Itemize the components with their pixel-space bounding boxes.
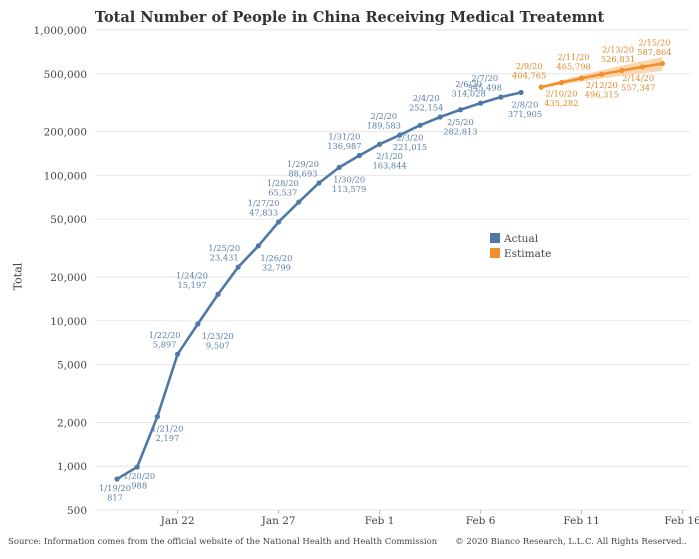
data-point-estimate [619, 67, 625, 74]
y-tick-label: 5,000 [57, 360, 87, 372]
data-label-actual: 1/23/20 9,507 [202, 331, 234, 351]
data-point-actual [397, 132, 403, 138]
data-point-actual [296, 199, 302, 205]
data-point-estimate [639, 64, 645, 70]
data-point-actual [518, 89, 524, 96]
data-point-actual [276, 219, 282, 225]
data-point-actual [175, 351, 181, 357]
data-label-actual: 1/28/20 65,537 [267, 178, 299, 198]
y-tick-label: 200,000 [44, 127, 87, 139]
data-label-actual: 1/27/20 47,833 [248, 198, 280, 218]
data-point-actual [457, 107, 463, 113]
y-tick-label: 20,000 [50, 272, 87, 284]
footer-copyright: © 2020 Bianco Research, L.L.C. All Right… [455, 537, 687, 547]
data-label-actual: 2/8/20 371,905 [508, 99, 542, 119]
data-point-estimate [558, 79, 565, 86]
data-point-actual [437, 114, 443, 120]
chart-title: Total Number of People in China Receivin… [94, 9, 605, 26]
x-tick-label: Feb 16 [664, 515, 699, 527]
data-point-actual [417, 122, 423, 128]
legend-swatch-estimate [490, 248, 500, 258]
data-point-actual [154, 413, 160, 420]
data-label-actual: 2/2/20 189,583 [367, 111, 401, 131]
data-point-actual [377, 141, 383, 147]
legend-label-estimate: Estimate [504, 248, 552, 260]
data-label-estimate: 2/9/20 404,765 [512, 61, 546, 81]
data-point-actual [336, 164, 342, 170]
data-label-actual: 1/31/20 136,987 [327, 132, 361, 152]
data-point-actual [478, 100, 484, 106]
data-label-estimate: 2/12/20 496,315 [585, 80, 619, 100]
data-label-actual: 1/19/20 817 [99, 483, 131, 503]
data-point-actual [255, 243, 261, 249]
data-label-actual: 1/20/20 988 [123, 471, 155, 491]
y-tick-label: 100,000 [44, 170, 87, 182]
y-tick-label: 500 [67, 505, 87, 517]
data-label-actual: 1/26/20 32,799 [260, 253, 292, 273]
data-label-estimate: 2/14/20 557,347 [621, 73, 655, 93]
data-label-actual: 1/24/20 15,197 [176, 270, 208, 290]
data-label-actual: 2/7/20 345,498 [468, 73, 502, 93]
data-point-estimate [599, 71, 605, 77]
data-point-actual [316, 180, 322, 186]
y-tick-label: 500,000 [44, 69, 87, 81]
x-tick-label: Feb 6 [466, 515, 496, 527]
data-label-estimate: 2/15/20 587,864 [637, 38, 671, 58]
data-label-actual: 2/3/20 221,015 [393, 132, 427, 152]
data-label-estimate: 2/11/20 465,798 [556, 52, 590, 71]
y-tick-label: 2,000 [57, 417, 87, 429]
data-point-actual [134, 464, 140, 470]
data-label-actual: 2/5/20 282,813 [443, 117, 477, 137]
data-label-actual: 1/21/20 2,197 [151, 424, 183, 444]
data-label-actual: 2/6/20 314,028 [451, 79, 485, 99]
data-point-actual [498, 94, 504, 100]
data-label-actual: 1/22/20 5,897 [149, 330, 181, 350]
legend-item-estimate[interactable]: Estimate [490, 248, 551, 260]
data-label-actual: 2/4/20 252,154 [409, 93, 443, 113]
x-tick-label: Feb 1 [365, 515, 395, 527]
data-point-actual [235, 264, 241, 270]
legend-item-actual[interactable]: Actual [490, 233, 538, 245]
data-point-estimate [579, 75, 585, 81]
data-label-actual: 1/29/20 88,693 [287, 159, 319, 179]
data-point-actual [195, 321, 201, 327]
x-tick-label: Jan 22 [160, 515, 195, 527]
data-label-actual: 1/30/20 113,579 [332, 174, 366, 194]
y-tick-label: 1,000 [57, 461, 87, 473]
y-tick-label: 10,000 [50, 316, 87, 328]
data-label-actual: 1/25/20 23,431 [208, 243, 240, 263]
data-label-actual: 2/1/20 163,844 [372, 151, 406, 171]
data-label-estimate: 2/10/20 435,282 [544, 89, 578, 109]
data-point-estimate [538, 84, 544, 90]
data-point-actual [356, 152, 362, 159]
x-tick-label: Jan 27 [261, 515, 296, 527]
data-label-estimate: 2/13/20 526,831 [601, 44, 635, 64]
footer-source: Source: Information comes from the offic… [8, 537, 438, 547]
data-point-actual [114, 476, 120, 482]
y-tick-label: 50,000 [50, 214, 87, 226]
y-tick-label: 1,000,000 [34, 25, 87, 37]
legend-swatch-actual [490, 233, 500, 243]
data-point-actual [215, 291, 221, 297]
data-point-estimate [659, 60, 666, 67]
x-tick-label: Feb 11 [563, 515, 599, 527]
legend-label-actual: Actual [504, 233, 539, 245]
